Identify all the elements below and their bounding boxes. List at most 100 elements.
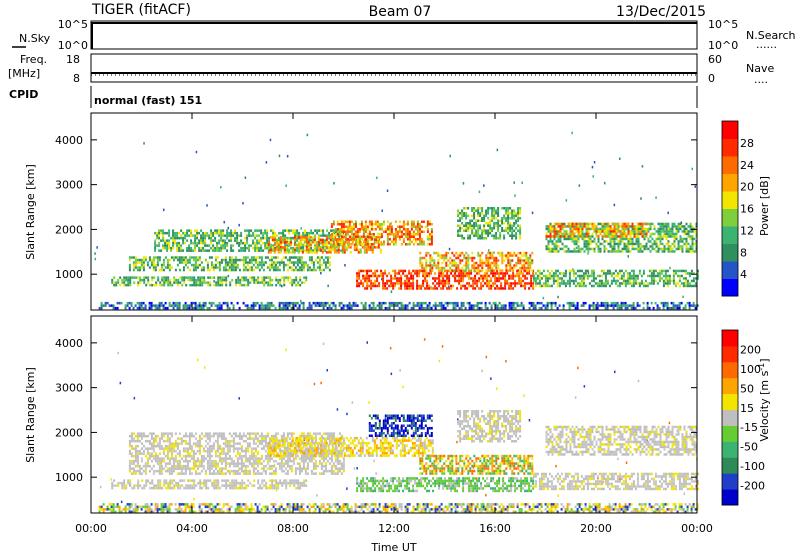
- echo-cell: [428, 287, 430, 290]
- echo-cell: [626, 233, 628, 236]
- echo-cell: [554, 248, 556, 251]
- echo-cell: [638, 225, 640, 228]
- echo-cell: [497, 259, 499, 262]
- echo-cell: [145, 276, 147, 279]
- echo-cell: [337, 231, 339, 234]
- echo-cell: [251, 259, 253, 262]
- echo-cell: [491, 307, 493, 310]
- echo-cell: [668, 248, 670, 251]
- echo-cell: [489, 222, 491, 225]
- echo-cell: [507, 259, 509, 262]
- echo-cell: [633, 277, 635, 280]
- echo-cell: [202, 242, 204, 245]
- echo-cell: [299, 266, 301, 269]
- echo-cell: [250, 234, 252, 237]
- echo-cell: [574, 233, 576, 236]
- echo-cell: [458, 277, 460, 280]
- echo-cell: [615, 302, 617, 305]
- echo-cell: [347, 508, 349, 511]
- echo-cell: [664, 225, 666, 228]
- echo-cell: [237, 281, 239, 284]
- echo-cell: [672, 235, 674, 238]
- echo-cell: [439, 254, 441, 256]
- echo-cell: [233, 304, 235, 307]
- cpid-label: CPID: [9, 88, 38, 101]
- echo-cell: [406, 285, 408, 288]
- echo-cell: [679, 302, 681, 305]
- echo-cell: [519, 267, 521, 270]
- echo-cell: [375, 506, 377, 509]
- echo-cell: [572, 240, 574, 243]
- echo-cell: [620, 238, 622, 241]
- echo-cell: [607, 272, 609, 275]
- echo-cell: [367, 228, 369, 231]
- echo-cell: [650, 245, 652, 248]
- echo-cell: [505, 210, 507, 213]
- echo-cell: [676, 228, 678, 231]
- echo-cell: [345, 236, 347, 239]
- echo-cell: [466, 272, 468, 275]
- echo-cell: [377, 221, 379, 224]
- echo-cell: [341, 233, 343, 236]
- echo-cell: [553, 275, 555, 278]
- echo-cell: [659, 272, 661, 275]
- echo-cell: [280, 236, 282, 239]
- echo-cell: [239, 506, 241, 509]
- echo-cell: [687, 285, 689, 288]
- echo-cell: [113, 503, 115, 506]
- echo-cell: [493, 235, 495, 238]
- echo-cell: [325, 266, 327, 269]
- echo-cell: [374, 285, 376, 288]
- echo-cell: [232, 234, 234, 237]
- echo-cell: [588, 238, 590, 241]
- echo-cell: [380, 251, 382, 254]
- echo-cell: [237, 503, 239, 506]
- power-colorbar-label: Power [dB]: [758, 176, 771, 236]
- echo-cell: [671, 302, 673, 305]
- echo-cell: [505, 227, 507, 230]
- echo-cell: [262, 234, 264, 237]
- echo-cell: [473, 304, 475, 307]
- echo-cell: [283, 256, 285, 259]
- echo-cell: [301, 269, 303, 272]
- echo-cell: [477, 267, 479, 270]
- echo-cell: [622, 223, 624, 226]
- echo-cell: [285, 302, 287, 305]
- echo-cell: [501, 230, 503, 233]
- echo-cell: [566, 230, 568, 233]
- echo-cell: [587, 270, 589, 273]
- velocity-echo-layer: [99, 338, 699, 513]
- echo-cell: [307, 269, 309, 272]
- echo-cell: [638, 238, 640, 241]
- echo-cell: [419, 269, 421, 272]
- echo-cell: [212, 247, 214, 250]
- echo-cell: [395, 302, 397, 305]
- echo-cell: [199, 264, 201, 267]
- echo-cell: [269, 281, 271, 284]
- echo-cell: [369, 506, 371, 509]
- echo-cell: [663, 270, 665, 273]
- echo-cell: [197, 279, 199, 282]
- echo-cell: [577, 282, 579, 285]
- echo-cell: [679, 307, 681, 310]
- echo-cell: [384, 272, 386, 275]
- echo-cell: [427, 304, 429, 307]
- echo-cell: [113, 284, 115, 287]
- echo-cell: [463, 207, 465, 210]
- echo-cell: [529, 262, 531, 265]
- echo-cell: [198, 247, 200, 250]
- echo-cell: [597, 304, 599, 307]
- echo-cell: [445, 307, 447, 310]
- echo-cell: [223, 503, 225, 506]
- echo-cell: [270, 244, 272, 247]
- echo-cell: [405, 236, 407, 239]
- echo-cell: [264, 232, 266, 235]
- echo-cell: [590, 228, 592, 231]
- echo-cell: [686, 248, 688, 251]
- echo-cell: [530, 277, 532, 280]
- echo-cell: [431, 238, 433, 241]
- echo-cell: [585, 272, 587, 275]
